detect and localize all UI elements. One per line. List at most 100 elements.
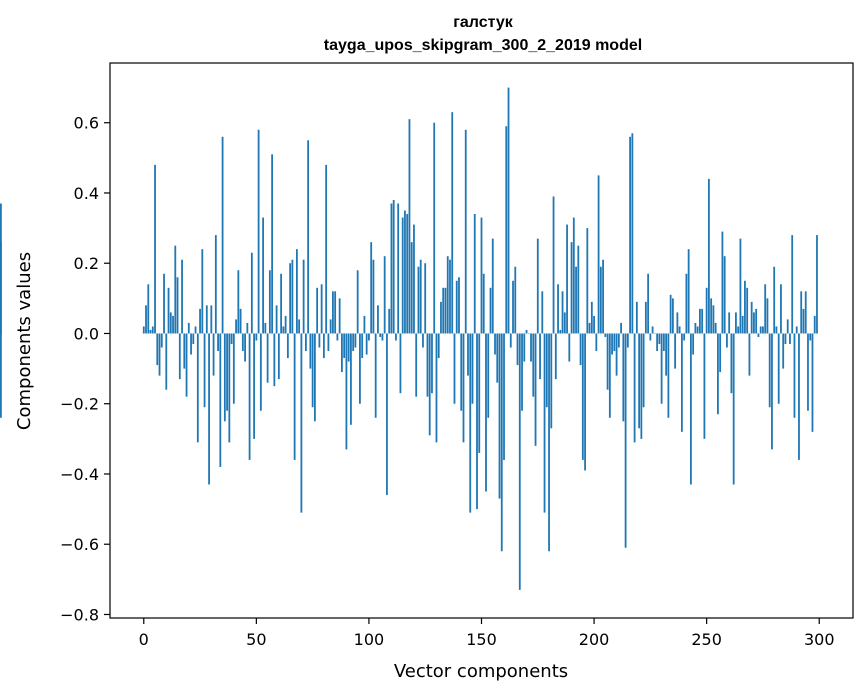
- bar-component-235: [671, 298, 674, 334]
- bar-component-54: [264, 322, 267, 334]
- y-tick-label: −0.4: [60, 465, 99, 484]
- y-tick-label: 0.4: [74, 184, 99, 203]
- bar-component-281: [775, 326, 778, 334]
- bar-component-204: [602, 259, 604, 334]
- bar-component-278: [768, 333, 771, 408]
- bar-component-170: [525, 329, 528, 334]
- bar-component-9: [163, 273, 165, 334]
- bar-component-139: [455, 280, 458, 334]
- bar-component-32: [214, 235, 217, 334]
- bar-component-193: [577, 245, 580, 334]
- bar-component-272: [755, 308, 758, 334]
- bar-component-260: [728, 312, 731, 334]
- bar-component-95: [356, 270, 359, 334]
- bar-component-262: [732, 333, 735, 485]
- bar-component-12: [169, 312, 172, 334]
- bar-component-154: [489, 287, 492, 334]
- bar-component-81: [325, 164, 328, 334]
- bar-component-265: [739, 238, 742, 334]
- bar-component-228: [656, 333, 659, 352]
- bar-component-2: [147, 284, 150, 334]
- bar-component-undefined: [0, 203, 2, 334]
- bar-component-38: [228, 333, 231, 443]
- bar-component-182: [552, 196, 555, 334]
- bar-component-187: [563, 312, 566, 334]
- bar-component-215: [626, 333, 629, 348]
- bar-series: [0, 87, 818, 590]
- bar-component-286: [786, 319, 789, 334]
- bar-component-8: [160, 333, 163, 348]
- bar-component-34: [219, 333, 222, 467]
- bar-component-194: [579, 333, 582, 366]
- bar-component-149: [478, 333, 481, 453]
- bar-component-151: [482, 273, 485, 334]
- bar-component-259: [726, 333, 728, 348]
- bar-component-67: [293, 333, 296, 460]
- bar-component-152: [485, 333, 487, 492]
- bar-component-41: [235, 319, 237, 334]
- bar-component-234: [669, 294, 672, 334]
- bar-component-188: [566, 224, 568, 334]
- bar-component-270: [750, 301, 753, 334]
- bar-component-68: [295, 249, 298, 334]
- bar-component-37: [226, 333, 228, 411]
- x-tick-label: 300: [804, 630, 835, 649]
- x-tick-label: 150: [466, 630, 497, 649]
- bar-component-21: [190, 333, 192, 355]
- bar-component-108: [386, 333, 388, 496]
- bar-component-undefined: [0, 333, 2, 418]
- bar-component-19: [185, 333, 188, 397]
- bar-component-93: [352, 333, 355, 352]
- bar-component-256: [719, 333, 722, 373]
- bar-component-163: [509, 333, 512, 348]
- chart-subtitle: tayga_upos_skipgram_300_2_2019 model: [324, 37, 642, 54]
- bar-component-89: [343, 333, 346, 359]
- bar-component-60: [277, 333, 280, 380]
- bar-component-287: [789, 333, 791, 345]
- bar-component-109: [388, 308, 391, 334]
- bar-component-5: [154, 164, 156, 334]
- bar-component-238: [678, 326, 681, 334]
- bar-component-295: [807, 333, 809, 411]
- bar-component-112: [395, 333, 397, 341]
- bar-component-254: [714, 322, 717, 334]
- chart-title: галстук: [453, 14, 514, 31]
- bar-component-99: [365, 333, 368, 355]
- bar-component-106: [381, 333, 384, 341]
- bar-component-263: [735, 312, 737, 334]
- bar-component-39: [230, 333, 233, 345]
- bar-component-141: [460, 333, 463, 411]
- bar-component-116: [404, 210, 406, 334]
- bar-component-86: [336, 333, 339, 341]
- bar-component-118: [408, 119, 411, 334]
- bar-component-121: [415, 333, 418, 397]
- bar-component-220: [638, 333, 641, 429]
- bar-component-252: [710, 298, 713, 334]
- bar-component-97: [361, 333, 364, 359]
- bar-component-222: [642, 333, 645, 408]
- bar-component-190: [570, 242, 573, 334]
- bar-component-36: [223, 333, 226, 422]
- bar-component-98: [363, 315, 366, 334]
- bar-component-243: [689, 333, 692, 485]
- bar-component-236: [674, 333, 677, 369]
- bar-component-213: [622, 333, 625, 422]
- bar-component-294: [804, 291, 807, 334]
- bar-component-120: [413, 224, 415, 334]
- bar-component-128: [431, 333, 433, 394]
- bar-component-113: [397, 203, 400, 334]
- bar-component-269: [748, 333, 751, 376]
- bar-component-138: [453, 333, 456, 404]
- bar-component-51: [257, 129, 260, 334]
- bar-component-78: [318, 333, 321, 348]
- bar-component-91: [347, 333, 350, 362]
- bar-component-219: [635, 301, 638, 334]
- bar-component-155: [491, 238, 494, 334]
- bar-component-297: [811, 333, 814, 432]
- bar-component-114: [399, 333, 402, 394]
- bar-component-45: [244, 333, 246, 362]
- bar-component-237: [676, 312, 679, 334]
- bar-component-4: [151, 326, 154, 334]
- bar-component-291: [798, 333, 800, 460]
- bar-component-249: [703, 333, 706, 439]
